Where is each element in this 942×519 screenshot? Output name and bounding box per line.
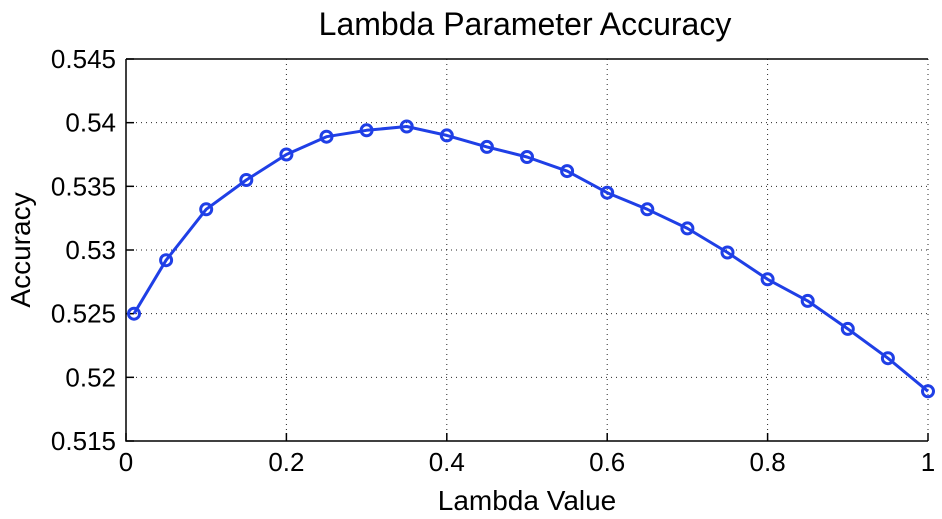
y-tick-label: 0.515: [51, 426, 116, 456]
y-tick-label: 0.52: [65, 362, 116, 392]
data-point: [840, 321, 855, 336]
series: [127, 119, 935, 399]
data-point: [279, 147, 294, 162]
data-point: [921, 384, 935, 399]
data-point: [760, 272, 775, 287]
x-tick-label: 0.6: [589, 447, 625, 477]
y-tick-label: 0.525: [51, 299, 116, 329]
data-point: [239, 173, 254, 187]
chart-title: Lambda Parameter Accuracy: [319, 6, 732, 42]
x-tick-label: 0: [119, 447, 133, 477]
data-point: [399, 119, 414, 134]
grid-lines: [126, 59, 929, 441]
y-tick-label: 0.54: [65, 108, 116, 138]
series-line: [132, 125, 929, 393]
y-tick-label: 0.53: [65, 235, 116, 265]
y-tick-label: 0.535: [51, 171, 116, 201]
ticks: 0 0.2 0.4 0.6 0.8 1 0.515 0.52 0.525 0.53 0.535 0.5…: [51, 44, 935, 477]
data-point: [199, 202, 214, 217]
data-point: [880, 351, 895, 366]
y-axis-label: Accuracy: [5, 192, 36, 307]
data-point: [127, 306, 141, 321]
x-tick-label: 0.4: [429, 447, 465, 477]
data-point: [520, 150, 534, 164]
data-point: [680, 221, 695, 236]
data-point: [800, 293, 815, 308]
data-point: [319, 129, 334, 144]
data-point: [720, 245, 735, 260]
x-tick-label: 0.8: [750, 447, 786, 477]
data-point: [640, 202, 655, 217]
data-point: [439, 128, 454, 143]
y-tick-label: 0.545: [51, 44, 116, 74]
data-point: [560, 164, 575, 179]
x-tick-label: 1: [921, 447, 935, 477]
x-axis-label: Lambda Value: [438, 485, 617, 516]
x-tick-label: 0.2: [268, 447, 304, 477]
data-point: [159, 253, 174, 268]
data-point: [359, 123, 374, 138]
data-point: [600, 185, 615, 200]
data-point: [479, 139, 494, 154]
